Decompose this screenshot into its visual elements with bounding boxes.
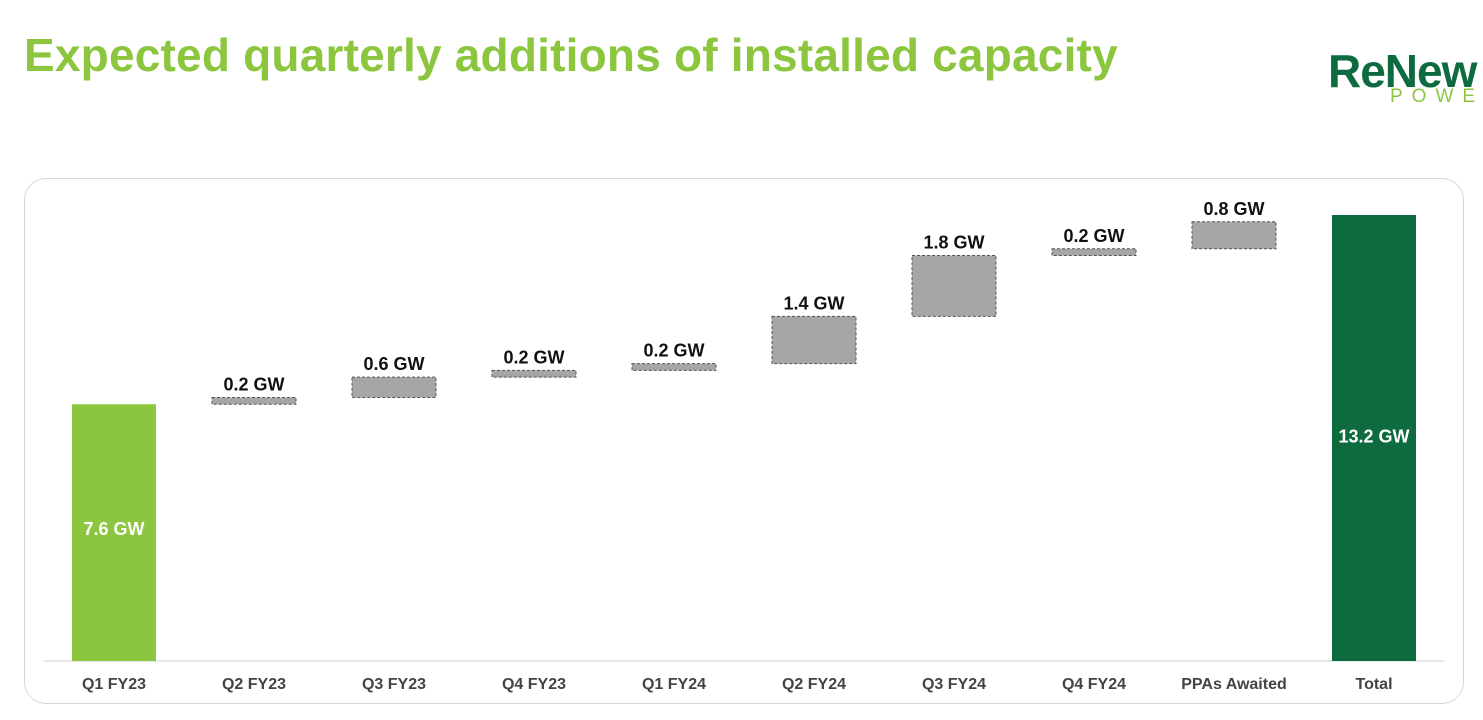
bar-q4-fy24 [1051, 248, 1137, 257]
bar-q2-fy24 [771, 315, 857, 365]
data-label: 0.2 GW [503, 347, 564, 367]
x-tick-label: Total [1355, 676, 1392, 693]
bar-ppas-awaited [1191, 221, 1277, 250]
bar-q1-fy24 [631, 363, 717, 371]
data-label: 13.2 GW [1338, 426, 1409, 446]
data-label: 0.2 GW [643, 341, 704, 361]
bar-q3-fy23 [351, 376, 437, 398]
x-tick-label: Q2 FY24 [782, 676, 846, 693]
data-label: 1.4 GW [783, 293, 844, 313]
x-tick-label: Q4 FY24 [1062, 676, 1126, 693]
x-tick-label: Q1 FY24 [642, 676, 706, 693]
data-label: 1.8 GW [923, 233, 984, 253]
x-tick-label: Q3 FY24 [922, 676, 986, 693]
bar-q1-fy23 [72, 404, 156, 661]
chart-panel [24, 178, 1464, 704]
page-title: Expected quarterly additions of installe… [24, 29, 1118, 81]
x-tick-label: Q2 FY23 [222, 676, 286, 693]
logo-wordmark: ReNew [1328, 45, 1477, 97]
x-tick-label: Q1 FY23 [82, 676, 146, 693]
data-label: 0.8 GW [1203, 199, 1264, 219]
x-tick-label: Q3 FY23 [362, 676, 426, 693]
bar-q4-fy23 [491, 369, 577, 378]
bar-total [1332, 215, 1416, 661]
bar-q2-fy23 [211, 396, 297, 405]
x-tick-label: Q4 FY23 [502, 676, 566, 693]
data-label: 0.2 GW [1063, 226, 1124, 246]
bar-q3-fy24 [911, 255, 997, 317]
x-tick-label: PPAs Awaited [1181, 676, 1287, 693]
company-logo: ReNew POWER [1328, 44, 1483, 114]
logo-subtext: POWER [1390, 86, 1483, 107]
data-label: 0.6 GW [363, 354, 424, 374]
data-label: 0.2 GW [223, 374, 284, 394]
data-label: 7.6 GW [83, 519, 144, 539]
